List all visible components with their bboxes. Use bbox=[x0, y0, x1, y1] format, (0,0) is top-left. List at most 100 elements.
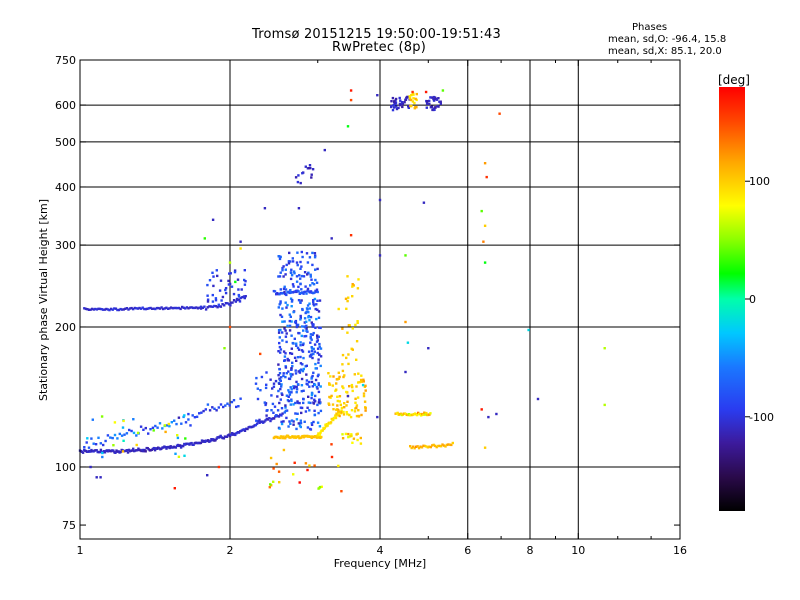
data-point bbox=[89, 308, 92, 311]
data-point bbox=[246, 427, 249, 431]
data-point bbox=[346, 275, 349, 278]
phase-stats-x: mean, sd,X: 85.1, 20.0 bbox=[608, 46, 722, 57]
data-point bbox=[313, 464, 316, 467]
data-point bbox=[284, 406, 287, 409]
data-point bbox=[288, 390, 291, 394]
data-point bbox=[195, 415, 199, 418]
data-point bbox=[293, 386, 296, 390]
data-point bbox=[313, 350, 316, 353]
data-point bbox=[314, 400, 317, 403]
data-point bbox=[308, 385, 311, 388]
data-point bbox=[136, 449, 139, 452]
data-point bbox=[256, 397, 260, 401]
data-point bbox=[403, 101, 406, 104]
data-point bbox=[272, 385, 276, 388]
data-point bbox=[310, 346, 313, 349]
data-point bbox=[415, 106, 418, 109]
data-point bbox=[314, 378, 318, 382]
data-point bbox=[287, 395, 290, 398]
data-point bbox=[348, 385, 351, 388]
data-point bbox=[136, 307, 140, 310]
data-point bbox=[299, 260, 302, 264]
data-point bbox=[206, 294, 209, 297]
data-point bbox=[297, 435, 300, 438]
data-point bbox=[124, 307, 127, 310]
data-point bbox=[239, 397, 242, 400]
data-point bbox=[345, 390, 348, 394]
data-point bbox=[313, 256, 317, 259]
data-point bbox=[270, 394, 273, 397]
data-point bbox=[327, 402, 330, 405]
data-point bbox=[334, 414, 337, 417]
data-point bbox=[316, 267, 319, 271]
data-point bbox=[316, 387, 319, 390]
data-point bbox=[121, 308, 124, 311]
data-point bbox=[312, 304, 316, 307]
data-point bbox=[164, 430, 167, 434]
data-point bbox=[393, 106, 396, 109]
data-point bbox=[165, 306, 168, 309]
data-point bbox=[125, 432, 129, 435]
data-point bbox=[146, 307, 149, 310]
data-point bbox=[312, 299, 315, 302]
data-point bbox=[162, 307, 165, 311]
data-point bbox=[302, 367, 305, 371]
data-point bbox=[265, 383, 268, 386]
data-point bbox=[283, 285, 286, 288]
data-point bbox=[310, 173, 313, 176]
data-point bbox=[435, 98, 439, 101]
data-point bbox=[347, 435, 350, 439]
data-point bbox=[327, 372, 330, 375]
data-point bbox=[346, 413, 349, 416]
data-point bbox=[284, 352, 287, 355]
data-point bbox=[259, 389, 262, 392]
data-point bbox=[295, 325, 299, 329]
data-point bbox=[105, 307, 108, 311]
data-point bbox=[317, 411, 320, 415]
data-point bbox=[198, 306, 201, 309]
data-point bbox=[439, 102, 442, 105]
data-point bbox=[280, 414, 283, 417]
data-point bbox=[95, 476, 98, 479]
data-point bbox=[429, 445, 432, 449]
data-point bbox=[264, 403, 267, 407]
data-point bbox=[99, 476, 102, 479]
data-point bbox=[285, 372, 288, 375]
data-point bbox=[214, 439, 217, 442]
data-point bbox=[279, 301, 282, 305]
data-point bbox=[199, 307, 203, 310]
data-point bbox=[87, 446, 91, 449]
data-point bbox=[212, 284, 215, 288]
data-point bbox=[94, 307, 97, 311]
data-point bbox=[92, 308, 95, 311]
data-point bbox=[276, 395, 279, 398]
data-point bbox=[328, 383, 331, 386]
data-point bbox=[305, 324, 308, 328]
data-point bbox=[317, 390, 321, 394]
data-point bbox=[292, 285, 295, 288]
data-point bbox=[295, 418, 299, 421]
data-point bbox=[242, 428, 245, 431]
data-point bbox=[255, 422, 259, 425]
colorbar-label: [deg] bbox=[718, 73, 750, 87]
data-point bbox=[439, 445, 443, 448]
data-point bbox=[156, 426, 159, 429]
y-tick-label: 200 bbox=[55, 321, 76, 334]
data-point bbox=[263, 207, 267, 210]
data-point bbox=[317, 373, 320, 376]
data-point bbox=[352, 437, 356, 440]
data-point bbox=[215, 437, 218, 440]
data-point bbox=[281, 320, 284, 323]
data-point bbox=[398, 102, 402, 106]
data-point bbox=[294, 401, 297, 405]
data-point bbox=[290, 268, 293, 271]
data-point bbox=[239, 296, 242, 300]
x-tick-label: 6 bbox=[464, 544, 471, 557]
data-point bbox=[343, 406, 346, 409]
data-point bbox=[278, 257, 282, 261]
data-point bbox=[319, 364, 322, 368]
data-point bbox=[290, 388, 293, 391]
data-point bbox=[337, 412, 340, 415]
data-point bbox=[340, 406, 344, 410]
data-point bbox=[347, 362, 350, 366]
